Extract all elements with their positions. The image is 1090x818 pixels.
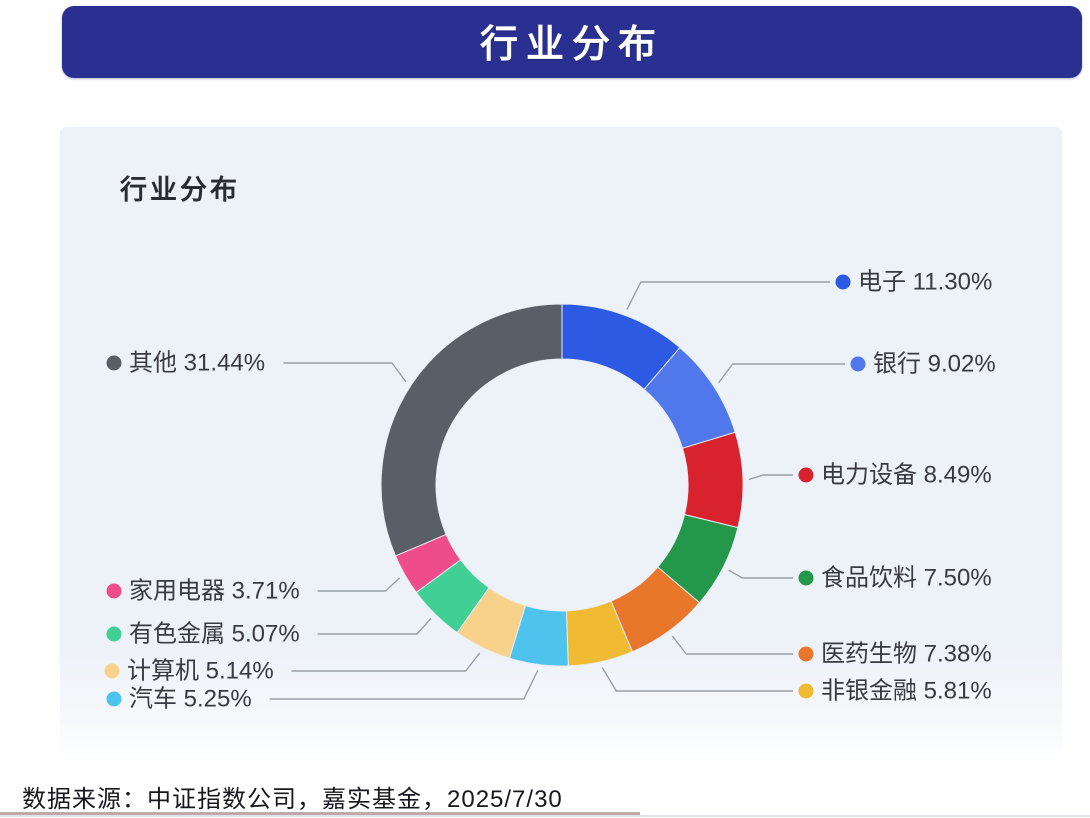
legend-dot-食品饮料: [798, 570, 814, 586]
legend-dot-电子: [835, 274, 851, 290]
callout-line-电力设备: [748, 474, 793, 481]
callout-label-非银金融: 非银金融 5.81%: [821, 678, 992, 705]
legend-dot-医药生物: [798, 646, 814, 662]
legend-dot-非银金融: [798, 683, 814, 699]
callout-line-汽车: [269, 670, 539, 700]
legend-dot-银行: [850, 356, 866, 372]
donut-slice-电力设备: [681, 431, 744, 529]
callout-line-银行: [718, 363, 845, 384]
callout-label-食品饮料: 食品饮料 7.50%: [821, 565, 992, 592]
callout-line-其他: [283, 362, 407, 383]
legend-dot-有色金属: [106, 626, 122, 642]
callout-label-电子: 电子 11.30%: [858, 269, 992, 296]
callout-line-电子: [626, 281, 830, 310]
page-title: 行业分布: [479, 23, 664, 66]
legend-dot-电力设备: [798, 467, 814, 483]
callout-label-医药生物: 医药生物 7.38%: [821, 641, 992, 668]
legend-dot-计算机: [104, 663, 120, 679]
callout-label-电力设备: 电力设备 8.49%: [821, 462, 992, 489]
legend-dot-其他: [106, 355, 122, 371]
callout-label-家用电器: 家用电器 3.71%: [129, 578, 300, 605]
callout-line-家用电器: [317, 577, 401, 592]
data-source-line: 数据来源：中证指数公司，嘉实基金，2025/7/30: [22, 786, 563, 813]
bottom-divider-line: [0, 815, 1090, 817]
callout-label-有色金属: 有色金属 5.07%: [129, 621, 300, 648]
callout-label-计算机: 计算机 5.14%: [127, 658, 274, 685]
callout-line-非银金融: [601, 667, 793, 692]
donut-slice-其他: [380, 303, 563, 557]
callout-label-其他: 其他 31.44%: [129, 350, 265, 377]
legend-dot-家用电器: [106, 583, 122, 599]
callout-line-计算机: [291, 652, 481, 672]
callout-label-汽车: 汽车 5.25%: [129, 686, 252, 713]
red-underline-artifact: [0, 812, 640, 815]
header-bar: 行业分布: [62, 6, 1082, 78]
chart-title: 行业分布: [120, 175, 240, 205]
legend-dot-汽车: [106, 691, 122, 707]
callout-line-医药生物: [671, 635, 793, 655]
callout-label-银行: 银行 9.02%: [873, 351, 996, 378]
callout-line-食品饮料: [728, 569, 793, 579]
callout-line-有色金属: [317, 617, 432, 635]
